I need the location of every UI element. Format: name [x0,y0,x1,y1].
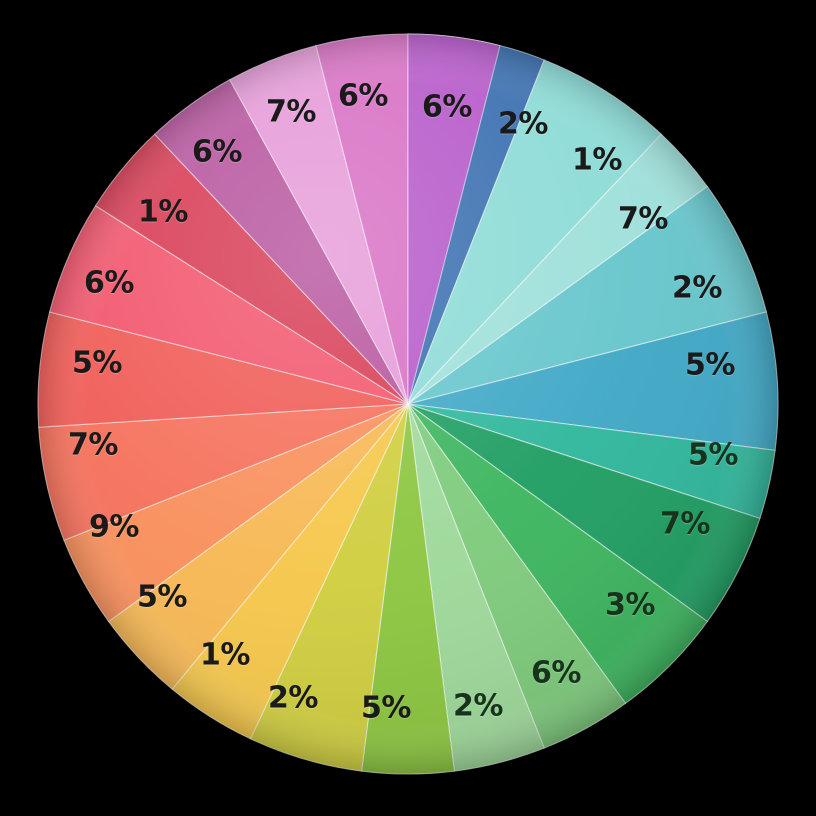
rim-shadow [38,34,778,774]
